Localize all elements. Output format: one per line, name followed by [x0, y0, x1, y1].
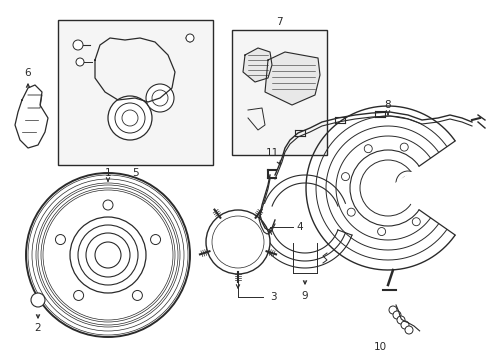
Circle shape: [152, 90, 168, 106]
Polygon shape: [243, 48, 271, 82]
Circle shape: [404, 326, 412, 334]
FancyBboxPatch shape: [58, 20, 213, 165]
Circle shape: [392, 311, 400, 319]
Circle shape: [95, 242, 121, 268]
Circle shape: [364, 145, 371, 153]
Circle shape: [227, 232, 247, 252]
Circle shape: [32, 179, 183, 331]
Circle shape: [115, 103, 145, 133]
Circle shape: [31, 293, 45, 307]
Circle shape: [346, 208, 354, 216]
Circle shape: [349, 150, 425, 226]
Circle shape: [122, 110, 138, 126]
Circle shape: [150, 235, 160, 244]
Circle shape: [212, 216, 264, 268]
Circle shape: [74, 291, 83, 301]
Circle shape: [220, 224, 256, 260]
Text: 9: 9: [301, 291, 307, 301]
Circle shape: [76, 58, 84, 66]
Circle shape: [35, 182, 181, 328]
Circle shape: [377, 228, 385, 235]
Circle shape: [388, 306, 396, 314]
Circle shape: [55, 235, 65, 244]
Text: 2: 2: [35, 323, 41, 333]
Circle shape: [73, 40, 83, 50]
Text: 3: 3: [269, 292, 276, 302]
Text: 4: 4: [296, 222, 303, 232]
Text: 11: 11: [265, 148, 278, 158]
Circle shape: [341, 172, 349, 181]
Text: 1: 1: [104, 168, 111, 178]
Text: 7: 7: [276, 17, 282, 27]
Circle shape: [26, 173, 190, 337]
Text: 10: 10: [373, 342, 386, 352]
Circle shape: [28, 175, 187, 335]
Circle shape: [185, 34, 194, 42]
Circle shape: [45, 192, 171, 318]
Polygon shape: [264, 52, 319, 105]
Circle shape: [132, 291, 142, 301]
Circle shape: [359, 160, 415, 216]
Text: 5: 5: [132, 168, 139, 178]
Circle shape: [395, 171, 419, 195]
Circle shape: [146, 84, 174, 112]
Circle shape: [43, 190, 173, 320]
Circle shape: [70, 217, 146, 293]
Circle shape: [399, 143, 407, 151]
Circle shape: [400, 321, 408, 329]
Circle shape: [108, 96, 152, 140]
FancyBboxPatch shape: [231, 30, 326, 155]
Circle shape: [30, 177, 185, 333]
Circle shape: [396, 316, 404, 324]
Circle shape: [400, 176, 414, 190]
Circle shape: [425, 169, 432, 177]
Circle shape: [36, 183, 180, 327]
Circle shape: [38, 185, 178, 325]
Circle shape: [213, 217, 263, 267]
Circle shape: [205, 210, 269, 274]
Text: 8: 8: [384, 100, 390, 110]
Circle shape: [40, 187, 176, 323]
Circle shape: [41, 188, 175, 322]
Circle shape: [86, 233, 130, 277]
Wedge shape: [387, 140, 471, 236]
Circle shape: [103, 200, 113, 210]
Circle shape: [411, 218, 419, 226]
Text: 6: 6: [24, 68, 31, 78]
Circle shape: [78, 225, 138, 285]
